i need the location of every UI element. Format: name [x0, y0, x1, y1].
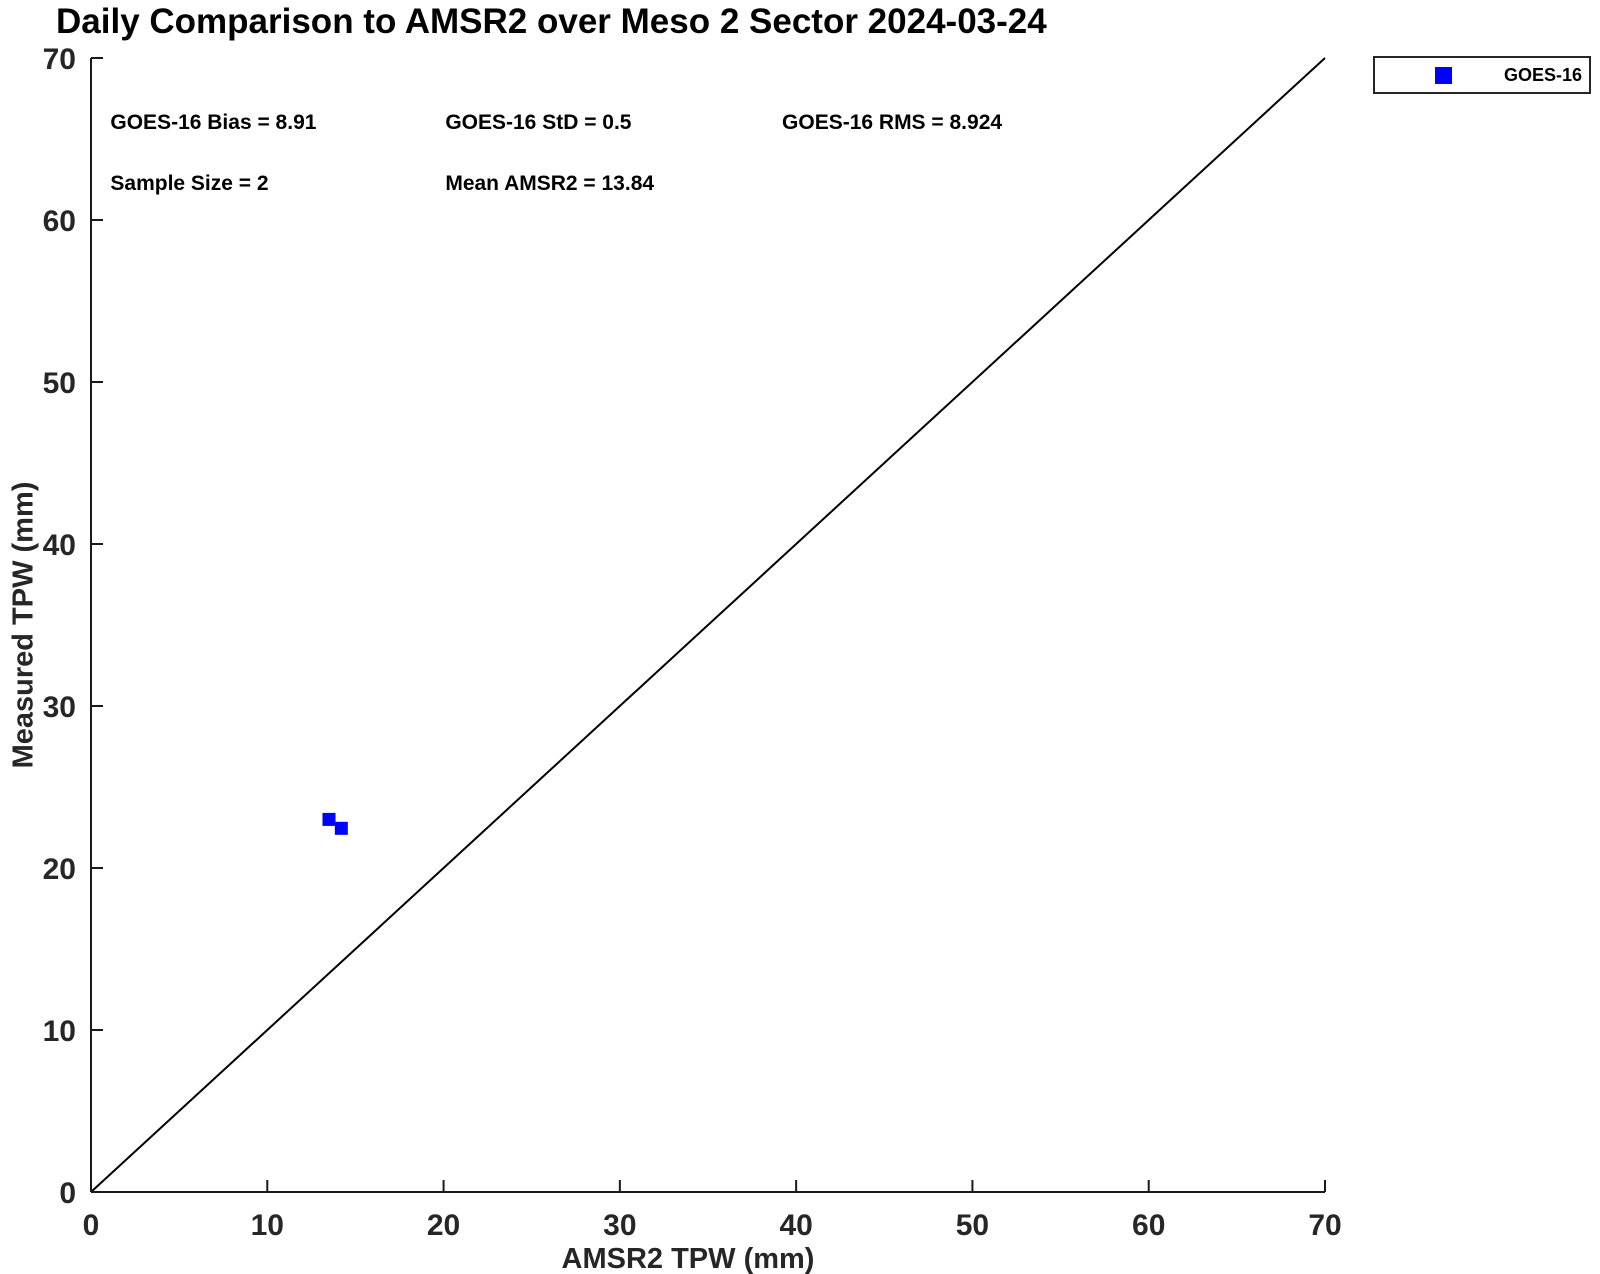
x-tick-label: 40	[779, 1209, 812, 1242]
x-tick-label: 30	[603, 1209, 636, 1242]
legend: GOES-16	[1373, 56, 1591, 94]
y-tick-label: 60	[43, 205, 76, 238]
data-point-goes-16	[334, 821, 348, 835]
y-tick-label: 40	[43, 529, 76, 562]
x-axis-label: AMSR2 TPW (mm)	[561, 1243, 815, 1274]
x-tick-label: 10	[251, 1209, 284, 1242]
x-tick-label: 70	[1308, 1209, 1341, 1242]
x-tick-label: 60	[1132, 1209, 1165, 1242]
x-tick-label: 20	[427, 1209, 460, 1242]
y-tick-label: 20	[43, 853, 76, 886]
y-tick-label: 0	[59, 1177, 76, 1210]
annotation-bias: GOES-16 Bias = 8.91	[110, 110, 317, 134]
x-tick-label: 0	[83, 1209, 100, 1242]
y-tick-label: 70	[43, 43, 76, 76]
y-tick-label: 10	[43, 1015, 76, 1048]
annotation-rms: GOES-16 RMS = 8.924	[782, 110, 1003, 134]
identity-line	[90, 57, 1326, 1193]
legend-square-marker-icon	[1435, 66, 1452, 84]
chart-title: Daily Comparison to AMSR2 over Meso 2 Se…	[56, 2, 1047, 41]
annotation-sample-size: Sample Size = 2	[110, 172, 269, 196]
legend-label: GOES-16	[1504, 64, 1583, 85]
y-tick-label: 30	[43, 691, 76, 724]
y-axis-label: Measured TPW (mm)	[7, 481, 40, 769]
annotation-std: GOES-16 StD = 0.5	[445, 110, 632, 134]
y-tick-label: 50	[43, 367, 76, 400]
x-tick-label: 50	[956, 1209, 989, 1242]
annotation-mean-amsr2: Mean AMSR2 = 13.84	[445, 172, 655, 196]
data-point-goes-16	[322, 812, 336, 826]
